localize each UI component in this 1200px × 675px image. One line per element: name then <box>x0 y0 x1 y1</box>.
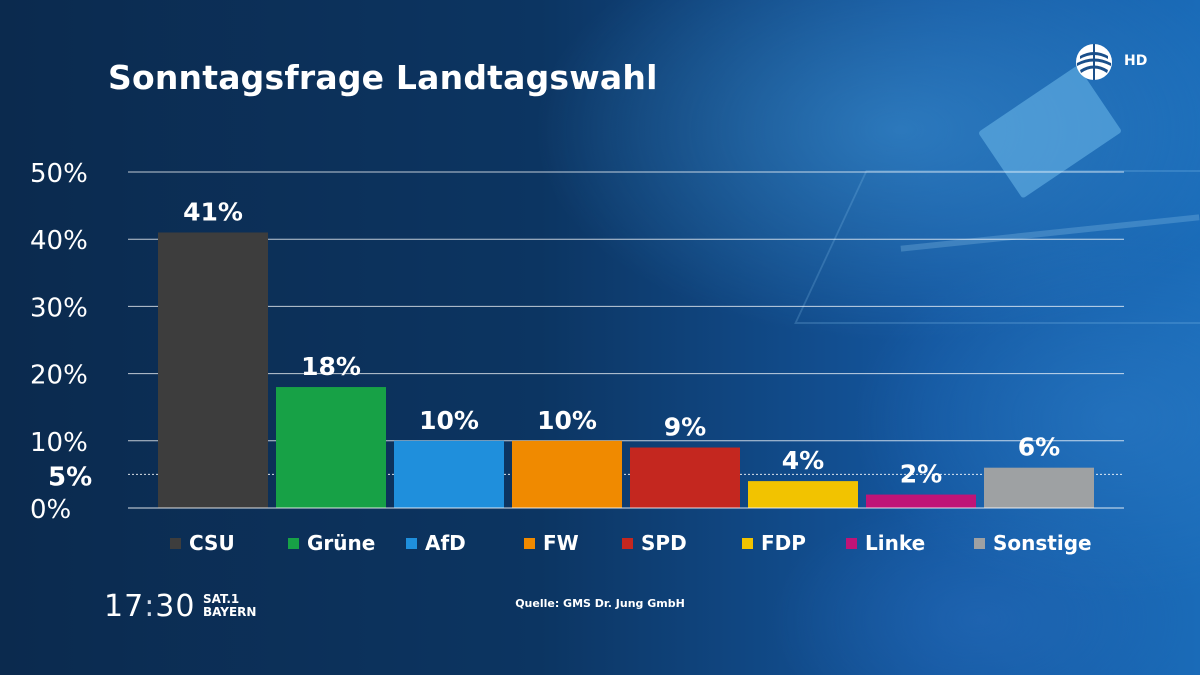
bar-value-label: 4% <box>782 446 824 475</box>
legend-item: Sonstige <box>974 528 1092 558</box>
legend-swatch <box>974 537 985 549</box>
channel-name: SAT.1 <box>203 592 240 606</box>
y-tick-label: 40% <box>30 226 88 256</box>
bar-value-label: 2% <box>900 460 942 489</box>
y-tick-label: 50% <box>30 159 88 189</box>
bar-fdp <box>748 481 858 508</box>
legend-label: Grüne <box>307 531 376 555</box>
bar-value-label: 10% <box>537 406 597 435</box>
legend-label: SPD <box>641 531 687 555</box>
legend-item: Grüne <box>288 528 375 558</box>
legend-item: Linke <box>846 528 925 558</box>
legend-label: Sonstige <box>993 531 1092 555</box>
legend-swatch <box>622 537 633 549</box>
bar-grüne <box>276 387 386 508</box>
bar-value-label: 9% <box>664 413 706 442</box>
clock-hours: 17 <box>104 589 145 624</box>
bar-value-label: 18% <box>301 352 361 381</box>
bar-afd <box>394 440 504 508</box>
clock-minutes: 30 <box>155 589 196 624</box>
legend-label: FDP <box>761 531 806 555</box>
broadcast-clock: 17:30 <box>104 589 195 624</box>
channel-logo: SAT.1 BAYERN <box>203 593 256 619</box>
y-tick-label: 20% <box>30 361 88 391</box>
legend-item: FDP <box>742 528 806 558</box>
bar-value-label: 6% <box>1018 433 1060 462</box>
bar-linke <box>866 494 976 508</box>
legend-swatch <box>170 537 181 549</box>
legend-item: FW <box>524 528 579 558</box>
y-tick-label: 0% <box>30 495 71 525</box>
clock-separator: : <box>144 589 156 624</box>
bar-value-label: 41% <box>183 197 243 226</box>
legend-label: Linke <box>865 531 926 555</box>
source-credit: Quelle: GMS Dr. Jung GmbH <box>515 597 685 610</box>
bar-sonstige <box>984 467 1094 508</box>
threshold-label: 5% <box>48 462 92 492</box>
legend-label: FW <box>543 531 579 555</box>
legend-label: CSU <box>189 531 235 555</box>
chart-title: Sonntagsfrage Landtagswahl <box>108 58 658 97</box>
channel-region: BAYERN <box>203 605 257 619</box>
legend-swatch <box>406 537 417 549</box>
legend-swatch <box>524 537 535 549</box>
hd-badge: HD <box>1124 53 1148 69</box>
y-tick-label: 30% <box>30 293 88 323</box>
legend-swatch <box>846 537 857 549</box>
legend-item: SPD <box>622 528 687 558</box>
bar-spd <box>630 447 740 508</box>
sat1-logo-icon <box>1076 44 1112 80</box>
bar-value-label: 10% <box>419 406 479 435</box>
legend-item: AfD <box>406 528 466 558</box>
chart-legend: CSU Grüne AfD FW SPD FDP Linke Sonstige <box>160 528 1110 558</box>
legend-swatch <box>742 537 753 549</box>
legend-label: AfD <box>425 531 466 555</box>
y-tick-label: 10% <box>30 428 88 458</box>
legend-swatch <box>288 537 299 549</box>
bar-fw <box>512 440 622 508</box>
legend-item: CSU <box>170 528 235 558</box>
bar-csu <box>158 232 268 509</box>
